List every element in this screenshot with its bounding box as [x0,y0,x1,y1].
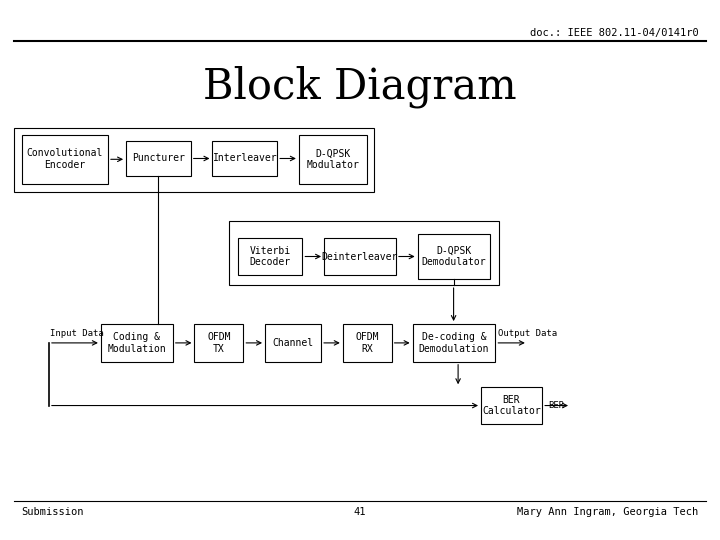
Text: D-QPSK
Modulator: D-QPSK Modulator [307,148,359,170]
Text: De-coding &
Demodulation: De-coding & Demodulation [419,332,489,354]
Bar [229,221,499,285]
Bar [126,141,191,176]
Bar [194,324,243,362]
Bar [324,238,396,275]
Bar [238,238,302,275]
Text: Output Data: Output Data [498,328,557,338]
Bar [22,135,108,184]
Text: Convolutional
Encoder: Convolutional Encoder [27,148,103,170]
Bar [299,135,367,184]
Text: 41: 41 [354,507,366,517]
Bar [418,234,490,279]
Text: D-QPSK
Demodulator: D-QPSK Demodulator [421,246,486,267]
Bar [343,324,392,362]
Bar [14,128,374,192]
Bar [481,387,542,424]
Text: Submission: Submission [22,507,84,517]
Text: Deinterleaver: Deinterleaver [322,252,398,261]
Bar [265,324,321,362]
Text: doc.: IEEE 802.11-04/0141r0: doc.: IEEE 802.11-04/0141r0 [530,28,698,38]
Bar [413,324,495,362]
Text: Mary Ann Ingram, Georgia Tech: Mary Ann Ingram, Georgia Tech [517,507,698,517]
Bar [212,141,277,176]
Text: Coding &
Modulation: Coding & Modulation [107,332,166,354]
Text: Channel: Channel [272,338,314,348]
Text: Interleaver: Interleaver [212,153,277,164]
Text: Viterbi
Decoder: Viterbi Decoder [249,246,291,267]
Text: Block Diagram: Block Diagram [203,65,517,107]
Text: OFDM
TX: OFDM TX [207,332,230,354]
Text: OFDM
RX: OFDM RX [356,332,379,354]
Text: BER: BER [548,401,564,410]
Bar [101,324,173,362]
Text: Input Data: Input Data [50,328,104,338]
Text: BER
Calculator: BER Calculator [482,395,541,416]
Text: Puncturer: Puncturer [132,153,185,164]
